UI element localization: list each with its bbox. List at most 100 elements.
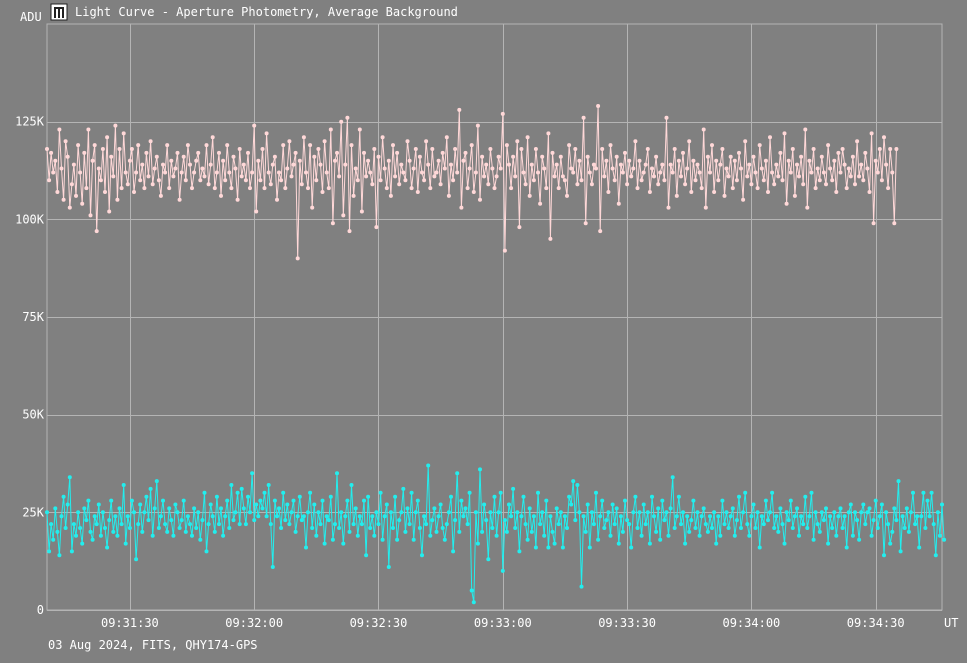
series-2-point-226 (513, 526, 518, 530)
series-1-point-349 (768, 135, 772, 140)
series-2-point-87 (225, 498, 230, 503)
series-2-point-360 (790, 526, 795, 530)
series-2-point-144 (343, 514, 348, 519)
series-2-point-14 (74, 533, 78, 538)
series-2-point-361 (792, 514, 797, 519)
series-1-point-140 (335, 150, 339, 155)
series-1-point-138 (330, 221, 335, 226)
series-2-point-32 (111, 529, 116, 534)
series-1-point-10 (65, 154, 70, 159)
series-2-point-411 (896, 479, 901, 484)
series-1-point-306 (679, 174, 683, 179)
series-2-point-20 (86, 498, 91, 503)
series-1-point-326 (720, 147, 725, 151)
series-2-point-227 (515, 510, 520, 515)
series-2-point-247 (556, 522, 561, 527)
series-2-point-198 (455, 471, 460, 476)
series-2-point-220 (500, 568, 505, 573)
series-1-point-256 (575, 182, 580, 187)
y-tick-label-5: 125K (15, 115, 45, 129)
series-2-point-389 (850, 533, 855, 538)
y-tick-label-4: 100K (15, 212, 45, 226)
series-1-point-143 (341, 213, 346, 218)
series-2-point-13 (71, 522, 76, 527)
series-2-point-261 (585, 502, 590, 507)
series-2-point-378 (828, 514, 833, 519)
series-1-point-166 (388, 193, 393, 198)
series-2-point-418 (911, 490, 915, 495)
series-2-point-401 (875, 526, 880, 530)
series-1-point-51 (150, 182, 155, 187)
series-1-point-265 (594, 166, 598, 171)
series-1-point-391 (855, 139, 860, 144)
series-2-point-202 (463, 506, 468, 511)
light-curve-app-icon[interactable] (50, 3, 68, 21)
series-2-point-392 (857, 537, 862, 542)
series-1-point-361 (792, 193, 797, 198)
series-2-point-396 (865, 510, 870, 515)
series-1-point-376 (824, 182, 828, 187)
series-1-point-334 (737, 150, 741, 155)
series-1-point-2 (49, 150, 54, 155)
series-2-point-122 (297, 494, 302, 499)
series-2-point-399 (871, 518, 876, 523)
series-2-point-327 (722, 522, 727, 527)
series-1-point-199 (457, 107, 462, 112)
series-2-point-168 (393, 494, 398, 499)
series-2-point-103 (258, 498, 263, 503)
series-2-point-316 (699, 514, 704, 519)
series-1-point-279 (623, 150, 627, 155)
series-2-point-8 (61, 494, 66, 499)
series-2-point-17 (80, 541, 85, 546)
series-2-point-205 (469, 588, 474, 593)
series-1-point-82 (214, 170, 219, 175)
series-1-point-399 (871, 221, 876, 226)
series-2-point-313 (693, 526, 698, 530)
series-2-point-209 (478, 467, 482, 472)
series-1-point-8 (61, 197, 66, 202)
series-2-point-191 (440, 526, 445, 530)
series-2-point-136 (326, 518, 331, 523)
series-1-point-136 (326, 186, 331, 191)
series-2-point-117 (287, 522, 292, 527)
series-1-point-294 (654, 154, 659, 159)
series-1-point-330 (728, 154, 733, 159)
series-1-point-49 (146, 174, 151, 179)
series-2-point-400 (873, 498, 878, 503)
series-1-point-351 (772, 182, 777, 187)
series-2-point-219 (498, 490, 503, 495)
series-2-point-334 (737, 494, 741, 499)
series-2-point-304 (674, 514, 679, 519)
series-2-point-347 (763, 498, 768, 503)
series-1-point-226 (513, 174, 518, 179)
series-2-point-167 (391, 526, 395, 530)
series-1-point-5 (55, 190, 60, 194)
series-2-point-158 (372, 533, 377, 538)
series-1-point-209 (478, 197, 482, 202)
series-1-point-343 (755, 186, 760, 191)
series-2-point-52 (152, 506, 157, 511)
series-2-point-27 (100, 510, 105, 515)
series-1-point-76 (202, 174, 207, 179)
series-2-point-76 (202, 490, 207, 495)
series-1-point-149 (353, 166, 358, 171)
series-1-point-158 (372, 147, 377, 151)
series-1-point-41 (129, 147, 134, 151)
series-2-point-57 (163, 522, 168, 527)
series-1-point-179 (415, 190, 420, 194)
series-1-point-11 (67, 205, 72, 210)
series-1-point-168 (393, 174, 398, 179)
series-2-point-107 (266, 483, 271, 487)
series-1-point-271 (606, 190, 611, 194)
series-1-point-50 (148, 139, 153, 144)
series-2-point-50 (148, 486, 153, 491)
series-2-point-131 (316, 510, 321, 515)
series-2-point-193 (444, 522, 449, 527)
series-1-point-223 (507, 162, 511, 167)
series-2-point-348 (766, 518, 770, 523)
series-2-point-188 (434, 529, 439, 534)
series-2-point-239 (540, 510, 545, 515)
series-1-point-403 (879, 178, 884, 183)
series-1-point-375 (821, 170, 826, 175)
series-1-point-88 (227, 170, 232, 175)
